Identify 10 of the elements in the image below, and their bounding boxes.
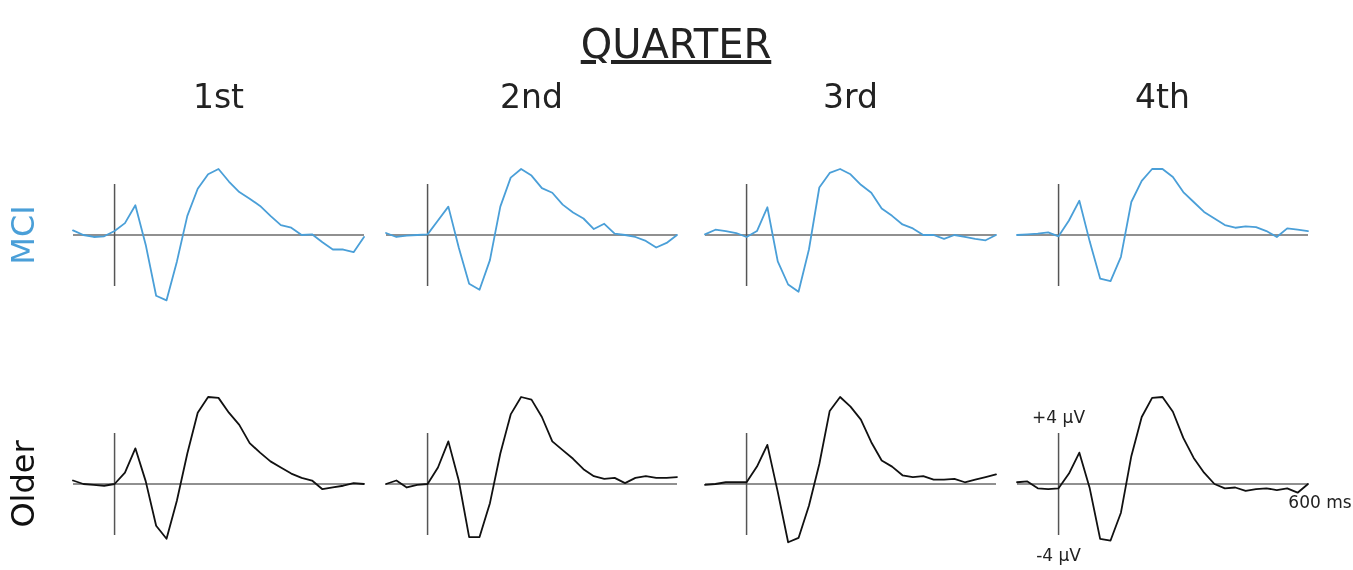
- y-axis-title: Older: [4, 439, 42, 528]
- chart-title: 4th: [1135, 77, 1190, 116]
- text: QUARTER: [580, 21, 772, 67]
- y-axis-title: MCI: [4, 205, 42, 265]
- chart-title: 1st: [192, 77, 245, 116]
- chart-title: 3rd: [823, 77, 878, 116]
- annotation: 600 ms: [1288, 492, 1352, 512]
- text: -4 μV: [1036, 545, 1082, 565]
- annotation: +4 μV: [1032, 407, 1086, 427]
- chart-title: 2nd: [500, 77, 563, 116]
